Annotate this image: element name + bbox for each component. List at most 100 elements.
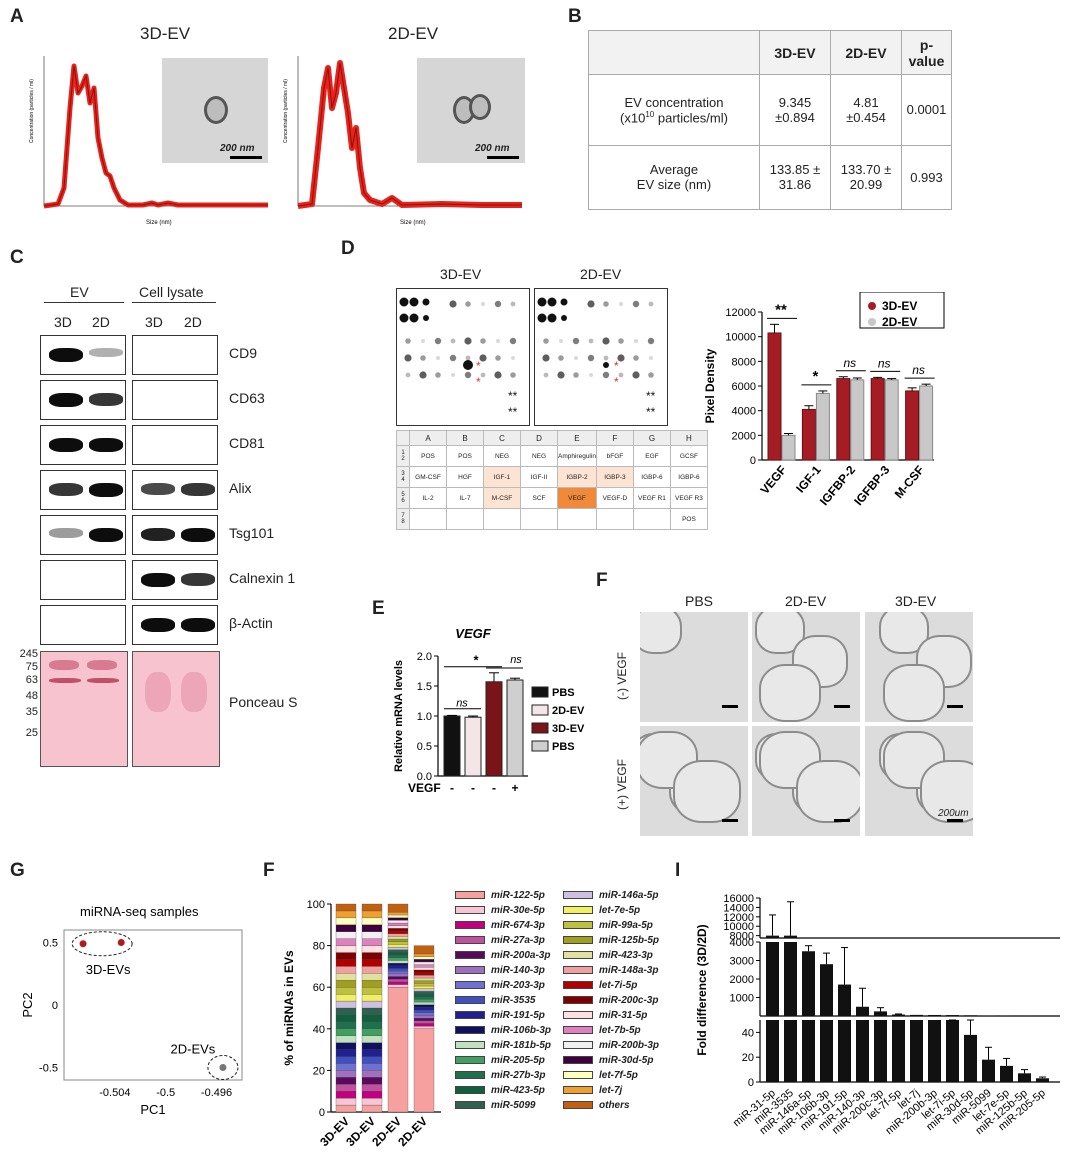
- x-row-value: +: [511, 781, 518, 795]
- table-row-label: EV concentration (x1010 particles/ml): [588, 74, 760, 146]
- stack-segment: [387, 987, 409, 1113]
- stack-segment: [335, 1070, 357, 1078]
- mw-markers: 245 75 63 48 35 25: [19, 648, 38, 739]
- bar: [1000, 1065, 1013, 1082]
- stack-segment: [335, 1035, 357, 1043]
- stack-segment: [413, 1017, 435, 1021]
- blot-label: CD63: [229, 390, 265, 406]
- bar: [1018, 1073, 1031, 1082]
- bar: [506, 679, 524, 777]
- array-membrane-2d: ******: [534, 288, 668, 426]
- sig-label: ns: [912, 363, 925, 377]
- array-spot: [465, 355, 471, 361]
- array-spot: [543, 372, 549, 378]
- blot-tsg101: [40, 515, 126, 555]
- array-spot: [648, 372, 654, 378]
- panel-label-f-mirna: F: [263, 860, 275, 881]
- array-marker: *: [476, 375, 481, 389]
- stack-segment: [413, 988, 435, 992]
- stack-segment: [387, 928, 409, 932]
- bar: [874, 1020, 887, 1082]
- lane-label: 3D: [54, 314, 72, 330]
- tem-image-2d: 200 nm: [417, 58, 525, 163]
- stack-segment: [413, 1001, 435, 1005]
- array-cell: bFGF: [595, 445, 634, 467]
- panel-label-g: G: [10, 860, 25, 881]
- array-spot: [465, 301, 471, 307]
- array-marker: *: [614, 375, 619, 389]
- y-tick-label: 100: [307, 899, 325, 911]
- stack-segment: [413, 1020, 435, 1024]
- legend-entry: miR-200b-3p: [563, 1040, 659, 1051]
- x-tick-label: -0.504: [99, 1087, 130, 1099]
- y-tick-label: 0: [750, 455, 756, 467]
- array-spot: [573, 372, 579, 378]
- lane-label: 2D: [92, 314, 110, 330]
- stack-segment: [335, 1104, 357, 1113]
- stack-segment: [361, 1070, 383, 1078]
- blot-band: [89, 528, 123, 542]
- tem-image-3d: 200 nm: [162, 58, 268, 163]
- array-spot: [399, 313, 409, 323]
- y-tick-label: 0.0: [417, 771, 432, 783]
- legend-entry: miR-3535: [455, 995, 535, 1006]
- bar: [928, 1014, 941, 1016]
- stack-segment: [387, 960, 409, 964]
- bar: [784, 942, 797, 1016]
- array-cell: IGBP-3: [595, 466, 634, 488]
- blot-cd81: [40, 425, 126, 465]
- blot-calnexin-1: [132, 560, 218, 600]
- array-spot: [588, 338, 594, 344]
- table-cell: 0.0001: [901, 74, 952, 146]
- legend-swatch: [531, 740, 549, 752]
- bar: [766, 1020, 779, 1082]
- legend-entry: let-7f-5p: [563, 1070, 638, 1081]
- y-tick-label: 2.0: [417, 651, 432, 663]
- blot-cd9: [40, 335, 126, 375]
- data-point: [219, 1064, 227, 1071]
- stack-segment: [387, 981, 409, 985]
- stack-segment: [361, 1042, 383, 1050]
- stack-segment: [361, 945, 383, 953]
- blot-band: [141, 573, 175, 587]
- array-spot: [464, 371, 472, 379]
- y-tick-label: 12000: [725, 307, 756, 319]
- bar: [884, 379, 899, 461]
- stack-segment: [361, 987, 383, 995]
- stack-segment: [361, 938, 383, 946]
- bar: [1036, 1078, 1049, 1082]
- array-spot: [634, 339, 638, 343]
- sig-label: ns: [456, 697, 468, 709]
- stack-segment: [413, 1028, 435, 1113]
- bar: [892, 1014, 905, 1016]
- stack-segment: [361, 910, 383, 919]
- blot--actin: [132, 605, 218, 645]
- blot-cd81: [132, 425, 218, 465]
- array-cell: VEGF R1: [632, 487, 671, 509]
- blot-alix: [40, 470, 126, 510]
- array-spot: [618, 338, 624, 344]
- array-col-header: F: [595, 430, 634, 446]
- bar: [946, 1015, 959, 1016]
- stack-segment: [335, 1084, 357, 1092]
- stack-segment: [387, 941, 409, 945]
- array-spot: [494, 300, 502, 308]
- tube-row-neg: (-) VEGF: [615, 652, 629, 700]
- stack-segment: [361, 952, 383, 960]
- stack-segment: [361, 959, 383, 967]
- stack-segment: [361, 1000, 383, 1009]
- panel-label-a: A: [10, 6, 24, 27]
- y-axis-label: Fold difference (3D/2D): [695, 924, 709, 1055]
- bar: [928, 1020, 941, 1082]
- array-col-header: H: [669, 430, 708, 446]
- blot-band: [89, 483, 123, 497]
- stack-segment: [387, 933, 409, 937]
- array-cell: NEG: [483, 445, 521, 467]
- sig-label: *: [473, 652, 479, 667]
- stack-segment: [335, 1097, 357, 1106]
- y-tick-label: 20: [742, 1052, 754, 1064]
- legend-label: PBS: [552, 741, 575, 753]
- array-cell: IGF-1: [483, 466, 521, 488]
